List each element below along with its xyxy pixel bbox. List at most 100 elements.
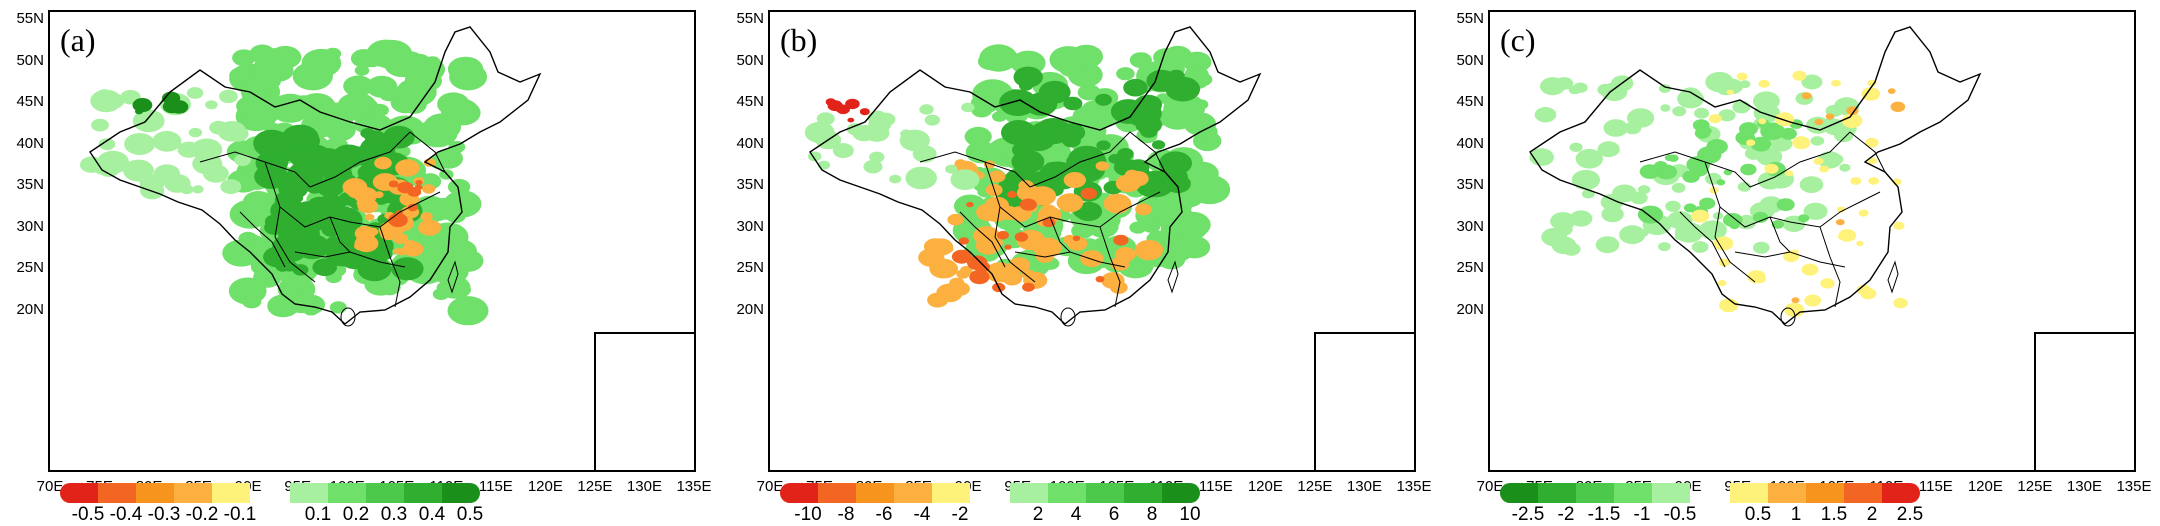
colorbar-label: 2 — [1866, 504, 1878, 525]
country-outline — [809, 26, 1262, 325]
lat-tick-label: 45N — [1456, 93, 1484, 110]
field-patch — [1667, 211, 1693, 230]
field-patch — [977, 52, 1003, 70]
field-patch — [1719, 298, 1739, 313]
field-patch — [1801, 74, 1823, 90]
colorbar-swatch — [1124, 483, 1162, 503]
field-patch — [1660, 104, 1671, 112]
lon-tick-label: 135E — [1396, 478, 1432, 495]
province-boundary — [1069, 191, 1161, 228]
field-patch — [449, 281, 471, 298]
colorbar-label: 0.1 — [304, 504, 332, 525]
field-patch — [305, 180, 324, 194]
taiwan-outline — [1887, 260, 1899, 294]
province-boundary — [959, 211, 1006, 268]
field-patch — [91, 118, 109, 132]
colorbar-swatch — [856, 483, 894, 503]
field-patch — [1828, 153, 1844, 165]
colorbar-swatch — [1844, 483, 1882, 503]
colorbar-swatch — [328, 483, 366, 503]
field-patch — [1562, 242, 1581, 256]
colorbar-left — [1500, 483, 1690, 503]
lat-tick-label: 25N — [16, 259, 44, 276]
field-patch — [1867, 79, 1877, 87]
field-patch — [1007, 190, 1017, 199]
hainan-outline — [1780, 307, 1796, 327]
field-patch — [1803, 202, 1828, 220]
field-patch — [1571, 169, 1600, 190]
field-patch — [1113, 234, 1129, 246]
field-patch — [304, 69, 332, 89]
colorbar-swatch — [1576, 483, 1614, 503]
field-patch — [949, 277, 965, 289]
field-patch — [919, 104, 934, 115]
field-patch — [434, 148, 464, 169]
field-patch — [1813, 157, 1824, 165]
field-patch — [436, 282, 452, 293]
field-patch — [1141, 180, 1166, 198]
field-patch — [1154, 192, 1192, 220]
field-patch — [1637, 205, 1664, 224]
lon-tick-label: 135E — [2116, 478, 2152, 495]
field-patch — [441, 249, 468, 269]
field-patch — [1103, 193, 1132, 214]
field-patch — [106, 159, 118, 168]
field-patch — [1713, 236, 1734, 251]
field-patch — [804, 121, 835, 143]
colorbar-swatch — [780, 483, 818, 503]
field-patch — [1814, 118, 1824, 126]
colorbar-swatch — [404, 483, 442, 503]
field-patch — [374, 191, 384, 199]
field-patch — [1887, 88, 1896, 94]
lat-tick-label: 50N — [1456, 51, 1484, 69]
field-patch — [1792, 70, 1807, 81]
field-patch — [1671, 182, 1686, 193]
colorbar-label: -4 — [913, 504, 931, 525]
field-patch — [1692, 119, 1710, 132]
map-field — [1529, 26, 1982, 327]
colorbar-label: -1.5 — [1587, 504, 1621, 525]
map-frame: (a) — [48, 10, 696, 472]
field-patch — [867, 110, 888, 125]
colorbar-label: -2 — [1557, 504, 1575, 525]
field-patch — [1825, 113, 1835, 120]
lat-tick-label: 35N — [16, 176, 44, 193]
field-patch — [845, 98, 860, 110]
field-patch — [967, 255, 988, 271]
field-patch — [1080, 187, 1097, 200]
field-patch — [1740, 163, 1757, 176]
field-patch — [829, 105, 836, 111]
field-patch — [929, 258, 958, 279]
field-patch — [1056, 193, 1084, 213]
field-patch — [80, 156, 103, 173]
field-patch — [1597, 141, 1620, 158]
lat-tick-label: 45N — [16, 93, 44, 110]
field-patch — [96, 89, 112, 101]
field-patch — [1069, 44, 1103, 69]
colorbar-label: -0.1 — [223, 504, 257, 525]
field-patch — [1637, 185, 1651, 195]
field-patch — [1756, 147, 1783, 166]
province-boundary — [329, 216, 351, 253]
field-patch — [1541, 227, 1568, 247]
field-patch — [1691, 209, 1710, 223]
field-patch — [1752, 211, 1769, 223]
map-frame: (b) — [768, 10, 1416, 472]
lat-tick-label: 30N — [16, 217, 44, 235]
colorbar-swatch — [1048, 483, 1086, 503]
field-patch — [240, 91, 272, 115]
field-patch — [1019, 198, 1037, 211]
colorbar-right — [1010, 483, 1200, 503]
field-patch — [1157, 249, 1186, 270]
province-boundary — [1769, 216, 1791, 253]
field-patch — [1759, 196, 1784, 214]
field-patch — [905, 166, 937, 190]
lat-tick-label: 20N — [736, 300, 764, 318]
colorbar-swatch — [932, 483, 970, 503]
field-patch — [1001, 120, 1037, 146]
field-patch — [869, 151, 885, 163]
field-patch — [186, 87, 204, 99]
panel-label: (a) — [60, 22, 96, 58]
colorbar-label: 1 — [1790, 504, 1802, 525]
colorbar-swatch — [98, 483, 136, 503]
